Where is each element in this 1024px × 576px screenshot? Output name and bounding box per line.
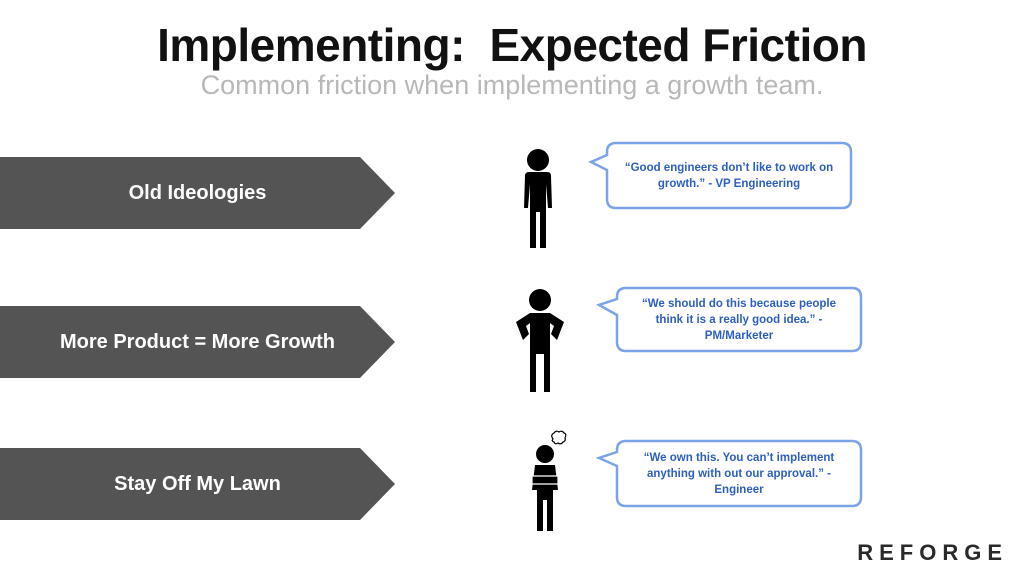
quote-text: “We own this. You can’t implement anythi… — [643, 452, 835, 496]
slide-title: Implementing: Expected Friction — [157, 19, 867, 71]
arrow-stay-off-my-lawn: Stay Off My Lawn — [0, 448, 395, 520]
hands-on-hips-person-icon — [508, 288, 572, 401]
reforge-logo: REFORGE — [857, 540, 1008, 565]
slide-subtitle: Common friction when implementing a grow… — [200, 70, 824, 100]
quote-text: “We should do this because people think … — [641, 298, 837, 342]
arrow-crossed-angry-person-icon — [520, 430, 572, 539]
quote-text: “Good engineers don’t like to work on gr… — [624, 162, 834, 190]
arrow-label: More Product = More Growth — [59, 330, 336, 353]
arrow-more-product: More Product = More Growth — [0, 306, 395, 378]
standing-person-icon — [508, 148, 568, 257]
arrow-label: Stay Off My Lawn — [114, 472, 281, 495]
arrow-old-ideologies: Old Ideologies — [0, 157, 395, 229]
arrow-label: Old Ideologies — [128, 181, 267, 204]
